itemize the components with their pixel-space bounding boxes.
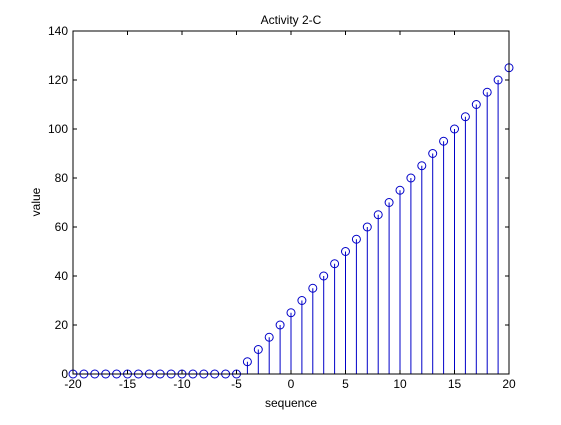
x-tick-label: 10 [393, 377, 407, 391]
x-tick-label: 15 [448, 377, 462, 391]
data-point-marker [308, 283, 318, 293]
data-point-marker [330, 259, 340, 269]
x-ticks-group: -20 -15 -10 -5 0 5 10 15 20 [64, 31, 516, 391]
x-tick-label: -20 [64, 377, 82, 391]
y-tick-label: 120 [48, 73, 68, 87]
data-point-marker [275, 320, 285, 330]
data-point-marker [264, 332, 274, 342]
y-tick-label: 80 [55, 171, 69, 185]
data-point-marker [406, 173, 416, 183]
data-point-marker [450, 124, 459, 134]
x-tick-label: -15 [119, 377, 137, 391]
x-tick-label: -10 [173, 377, 191, 391]
data-point-marker [482, 87, 492, 97]
data-point-marker [439, 136, 449, 146]
data-point-marker [341, 247, 350, 256]
y-ticks-group: 0 20 40 60 80 100 120 140 [48, 24, 509, 381]
y-tick-label: 140 [48, 24, 68, 38]
data-point-marker [286, 308, 296, 318]
y-tick-label: 0 [61, 367, 68, 381]
data-point-marker [373, 210, 383, 220]
data-point-marker [384, 198, 394, 207]
x-axis-label: sequence [265, 396, 317, 410]
data-point-marker [471, 100, 481, 109]
x-tick-label: 5 [342, 377, 349, 391]
y-tick-label: 60 [55, 220, 69, 234]
y-tick-label: 20 [55, 318, 69, 332]
data-point-marker [351, 234, 361, 244]
data-point-marker [395, 185, 405, 195]
data-point-marker [319, 271, 329, 281]
data-point-marker [460, 112, 470, 122]
data-point-marker [493, 75, 503, 85]
y-tick-label: 100 [48, 122, 68, 136]
stems-group [246, 67, 510, 374]
data-point-marker [297, 296, 307, 305]
data-point-marker [242, 357, 252, 367]
x-tick-label: -5 [231, 377, 242, 391]
data-point-marker [362, 222, 372, 232]
data-point-marker [417, 161, 427, 171]
data-point-marker [428, 149, 438, 158]
x-tick-label: 20 [502, 377, 516, 391]
y-axis-label: value [29, 187, 43, 216]
data-point-marker [253, 345, 263, 354]
y-tick-label: 40 [55, 269, 69, 283]
chart-title: Activity 2-C [261, 13, 322, 27]
x-tick-label: 0 [288, 377, 295, 391]
